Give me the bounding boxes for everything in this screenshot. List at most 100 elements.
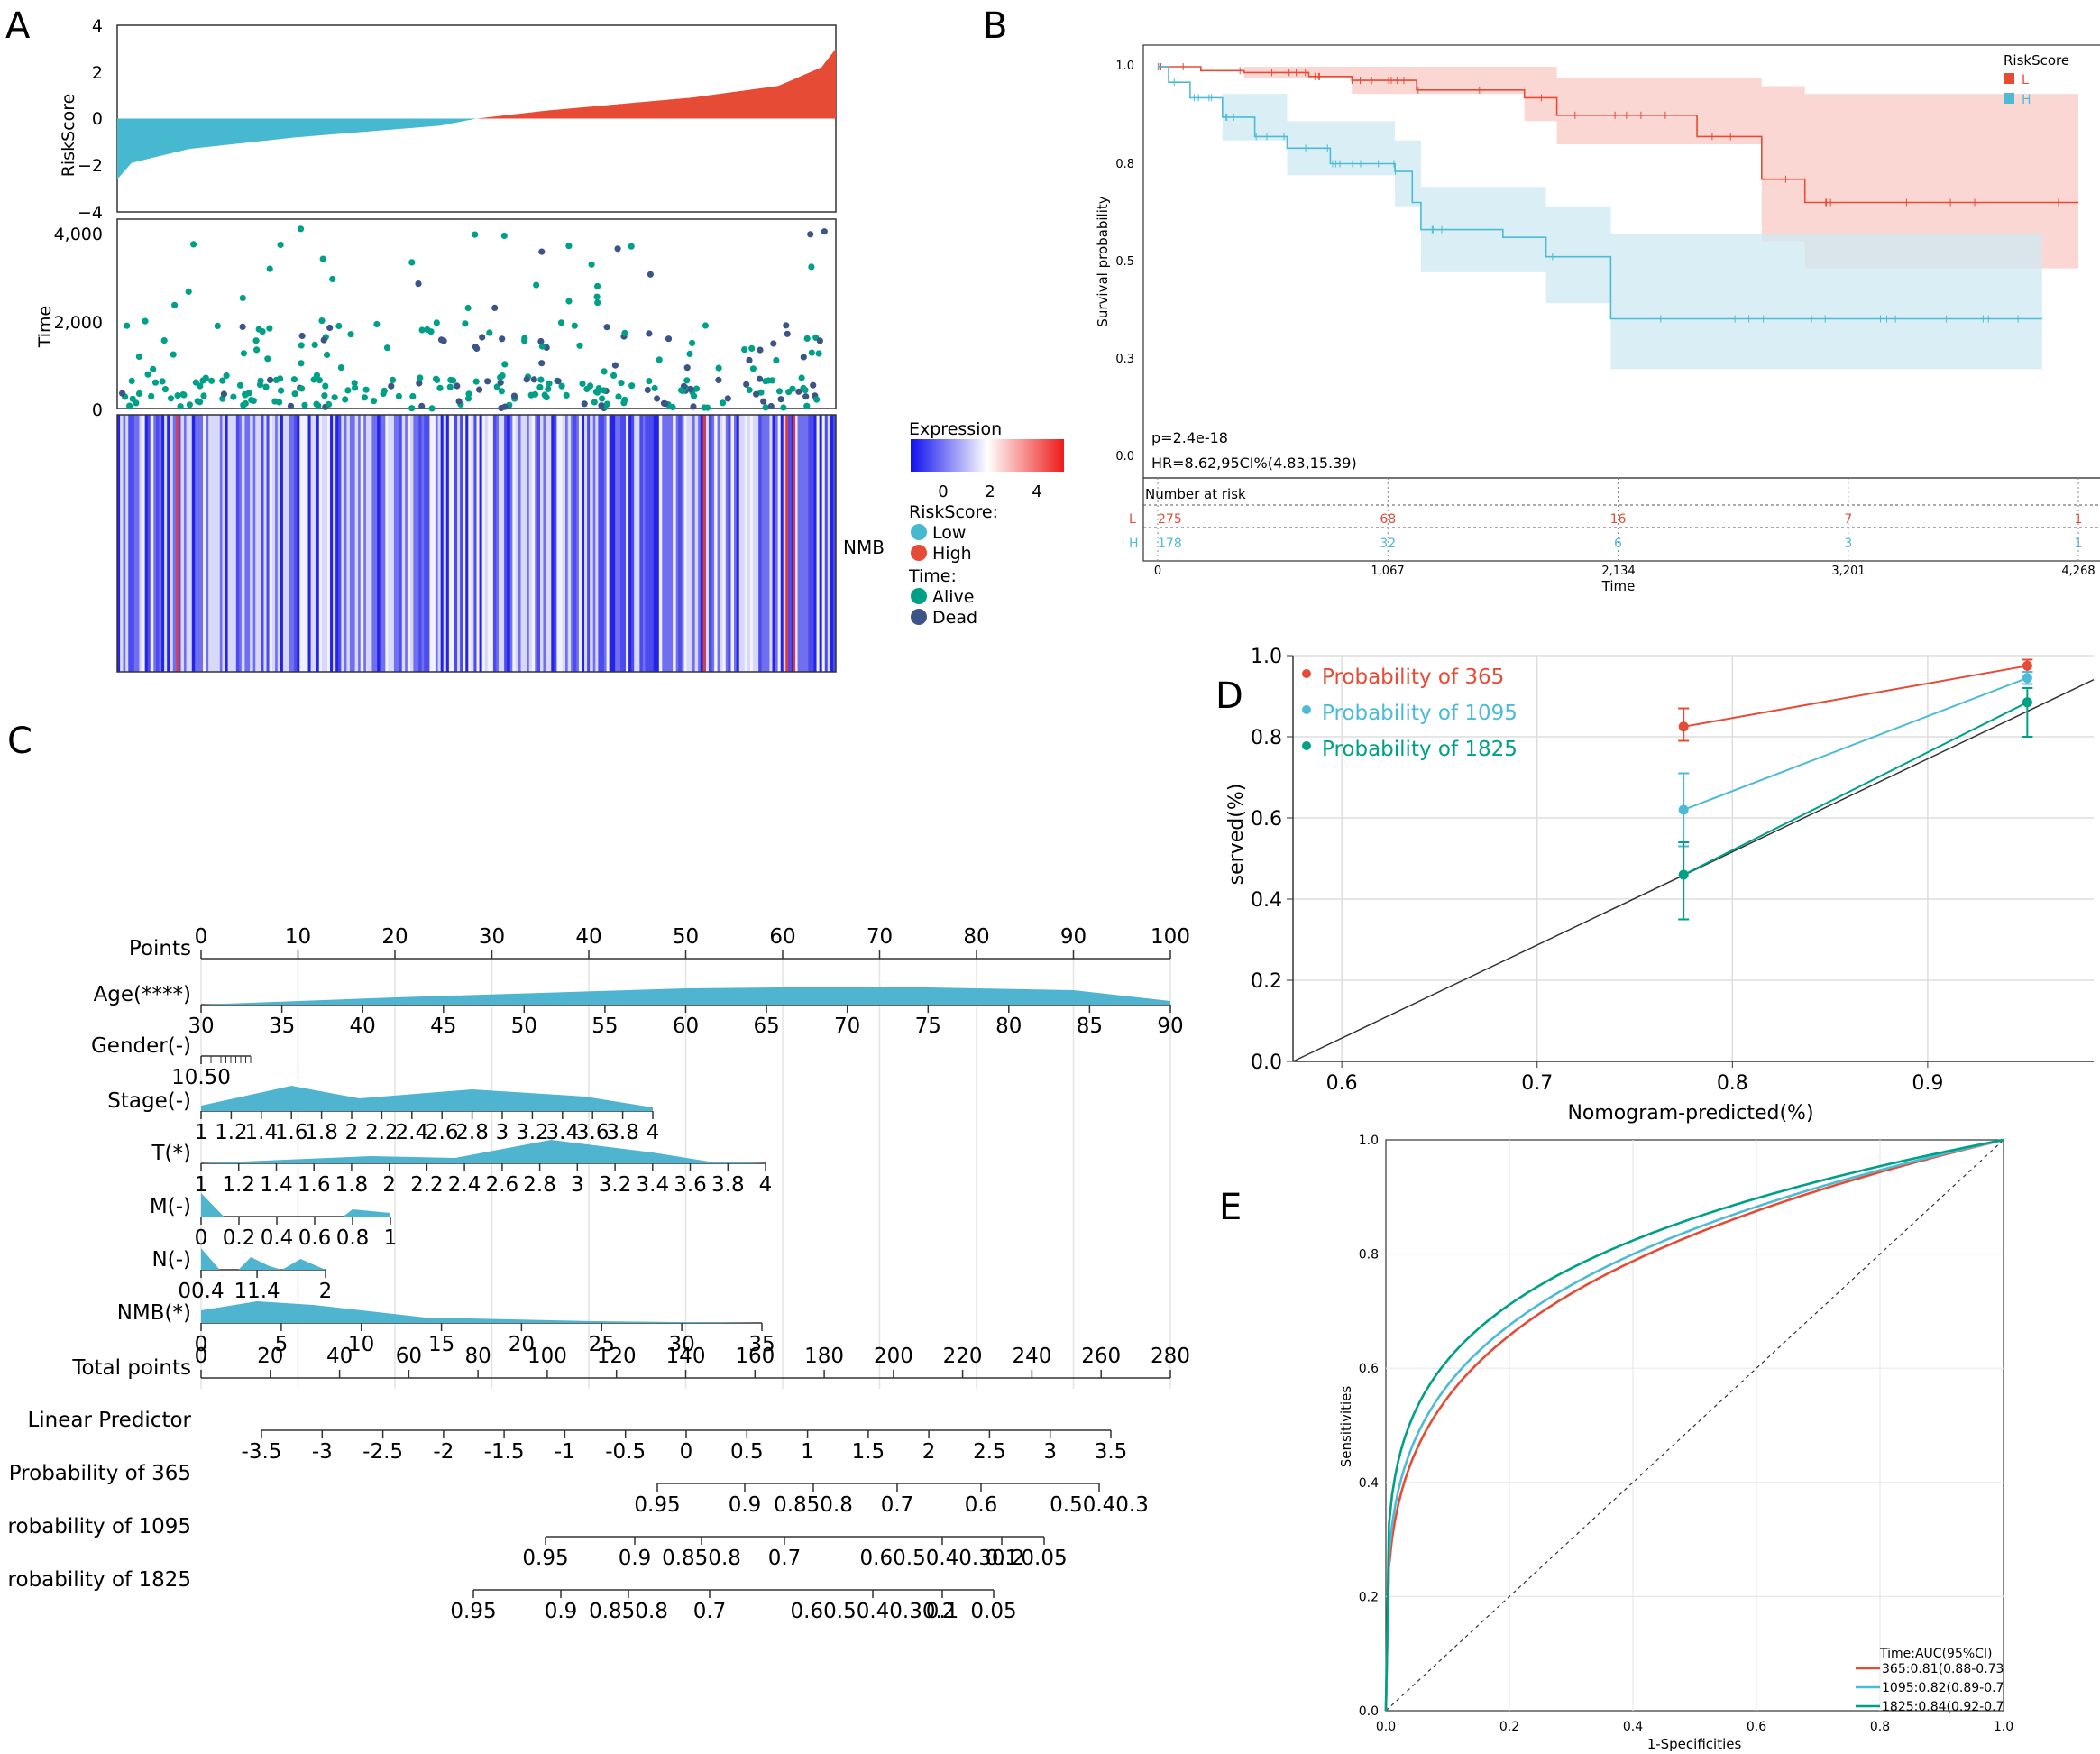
alive-patient-point: [497, 373, 504, 381]
risk-count: 32: [1380, 537, 1396, 551]
dead-patient-point: [388, 382, 395, 390]
alive-patient-point: [335, 322, 343, 330]
alive-patient-point: [464, 395, 472, 402]
dead-patient-point: [497, 379, 504, 386]
heatmap-cell: [305, 415, 308, 672]
dead-patient-point: [724, 395, 731, 402]
heatmap-cell: [426, 415, 430, 672]
heatmap-cell: [354, 415, 359, 672]
nomogram-tick-label: -1: [555, 1440, 575, 1464]
alive-patient-point: [223, 372, 230, 380]
nomogram-tick-label: 0: [195, 1226, 208, 1250]
heatmap-cell: [673, 415, 676, 672]
nomogram-tick-label: 0.95: [634, 1493, 680, 1517]
nomogram-tick-label: 0.6: [965, 1493, 998, 1517]
nomogram-tick-label: 1.6: [298, 1173, 331, 1197]
time-scatter: [119, 225, 828, 412]
alive-patient-point: [803, 402, 811, 409]
legend-label-1095: Probability of 1095: [1322, 702, 1518, 725]
heatmap-cell: [285, 415, 289, 672]
nomogram-row-label: N(-): [152, 1248, 191, 1272]
roc-plot: 0.00.0 0.2 0.2 0.4 0.4 0.6 0.6 0.8 0.8 1.0 1.0: [1359, 1134, 2013, 1734]
nomogram-tick-label: 30: [479, 925, 505, 949]
nomogram-tick-label: -2.5: [362, 1440, 403, 1464]
calibration-y-tick-label: 0.2: [1251, 970, 1282, 993]
alive-patient-point: [276, 399, 283, 406]
nomogram-tick-label: 2.6: [486, 1173, 519, 1197]
calibration-y-tick-label: 0.6: [1251, 808, 1282, 831]
heatmap-cell: [606, 415, 610, 672]
nomogram-tick-label: 1.6: [275, 1121, 308, 1144]
alive-patient-point: [715, 364, 722, 372]
heatmap-cell: [401, 415, 406, 672]
alive-patient-point: [128, 377, 135, 384]
nomogram-tick-label: 0.8: [336, 1226, 370, 1250]
alive-patient-point: [236, 381, 244, 389]
heatmap-cell: [730, 415, 734, 672]
heatmap-cell: [235, 415, 240, 672]
heatmap-cell: [611, 415, 616, 672]
dead-patient-point: [783, 322, 790, 329]
nomogram-density: [201, 1140, 766, 1163]
alive-patient-point: [464, 304, 472, 312]
heatmap-cell: [164, 415, 168, 672]
nomogram-tick-label: 0.9: [729, 1493, 762, 1517]
nomogram-tick-label: 2.6: [426, 1121, 459, 1144]
calibration-y-label: served(%): [1225, 784, 1248, 886]
alive-patient-point: [646, 378, 653, 385]
nomogram-tick-label: 40: [575, 925, 601, 949]
alive-patient-point: [565, 298, 573, 305]
alive-patient-point: [408, 405, 416, 412]
alive-patient-point: [313, 372, 321, 379]
heatmap-cell: [556, 415, 560, 672]
alive-patient-point: [447, 376, 454, 383]
dead-patient-point: [287, 402, 295, 409]
roc-y-label: Sensitivities: [1338, 1386, 1354, 1468]
heatmap-cell: [448, 415, 453, 672]
heatmap-cell: [487, 415, 491, 672]
nomogram-row-label: Probability of 365: [9, 1462, 191, 1485]
nomogram-tick-label: 55: [591, 1015, 618, 1038]
nomogram-tick-label: 0.9: [545, 1600, 578, 1623]
alive-patient-point: [800, 384, 807, 391]
alive-patient-point: [533, 281, 540, 289]
alive-patient-point: [170, 351, 177, 358]
nomogram-tick-label: 0.60.50.40.30.2: [791, 1600, 956, 1623]
heatmap-cell: [360, 415, 364, 672]
heatmap-cell: [658, 415, 663, 672]
expression-legend-title: Expression: [909, 419, 1002, 439]
heatmap-cell: [777, 415, 782, 672]
calibration-x-tick-label: 0.7: [1521, 1072, 1553, 1095]
time-tick: 0: [92, 400, 103, 420]
alive-patient-point: [180, 391, 188, 399]
dead-patient-point: [530, 376, 537, 383]
alive-patient-point: [186, 401, 193, 409]
alive-patient-point: [342, 396, 349, 403]
alive-patient-point: [500, 232, 508, 240]
dead-patient-point: [537, 337, 545, 345]
nomogram-tick-label: 200: [874, 1345, 913, 1368]
nomogram-row-label: T(*): [151, 1142, 192, 1165]
roc-y-tick-label: 1.0: [1359, 1134, 1379, 1148]
dead-legend-label: Dead: [932, 608, 977, 628]
nomogram-tick-label: 3.8: [711, 1173, 745, 1197]
nomogram-tick-label: 80: [464, 1345, 491, 1368]
alive-patient-point: [773, 356, 780, 364]
heatmap-cell: [504, 415, 508, 672]
alive-patient-point: [591, 399, 598, 406]
nomogram-row-label: Total points: [71, 1356, 191, 1380]
nomogram-tick-label: 90: [1060, 925, 1087, 949]
alive-patient-point: [601, 368, 608, 375]
heatmap-cell: [714, 415, 718, 672]
dead-patient-point: [646, 330, 653, 337]
heatmap-cell: [150, 415, 154, 672]
km-legend-l-swatch: [2004, 73, 2014, 84]
heatmap-cell: [738, 415, 743, 672]
heatmap-cell: [788, 415, 793, 672]
risk-tick: 0: [92, 109, 103, 129]
heatmap-cell: [271, 415, 276, 672]
nomogram-tick-label: 1.8: [335, 1173, 369, 1197]
km-legend-title: RiskScore: [2004, 52, 2069, 69]
dead-patient-point: [644, 386, 651, 394]
nomogram-tick-label: 0: [195, 1333, 208, 1356]
